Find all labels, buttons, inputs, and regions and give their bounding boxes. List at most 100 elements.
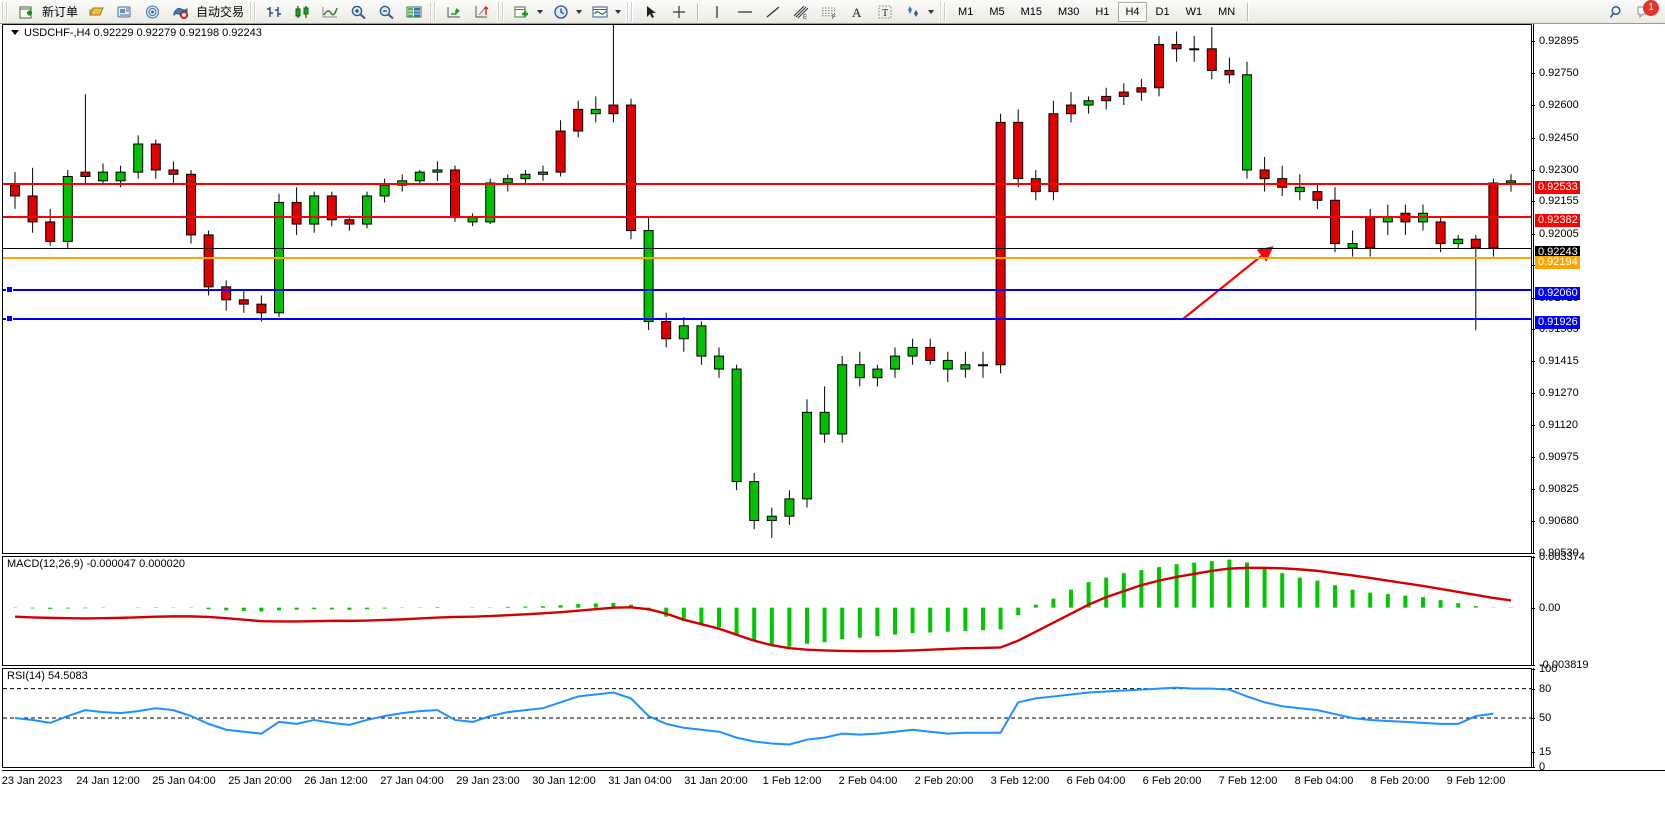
support-tag-2[interactable]: 0.91926 bbox=[1535, 316, 1580, 329]
rsi-series bbox=[3, 686, 1531, 746]
autotrading-label[interactable]: 自动交易 bbox=[196, 5, 245, 19]
line-chart-icon[interactable] bbox=[316, 0, 344, 24]
time-axis-label: 6 Feb 04:00 bbox=[1066, 775, 1126, 787]
time-axis-label: 25 Jan 20:00 bbox=[228, 775, 292, 787]
toolbar-separator-2 bbox=[1247, 2, 1250, 21]
time-axis-label: 3 Feb 12:00 bbox=[990, 775, 1050, 787]
shapes-dropdown-caret[interactable] bbox=[928, 9, 935, 14]
period-m30[interactable]: M30 bbox=[1058, 5, 1080, 18]
folder-icon[interactable] bbox=[82, 0, 110, 24]
rsi-axis[interactable]: 100 80 50 15 0 bbox=[1531, 664, 1665, 773]
time-axis-label: 6 Feb 20:00 bbox=[1142, 775, 1202, 787]
new-order-button[interactable] bbox=[12, 0, 40, 24]
search-icon[interactable] bbox=[1603, 0, 1631, 24]
shapes-icon[interactable] bbox=[899, 0, 927, 24]
vertical-line-icon[interactable] bbox=[703, 0, 731, 24]
periods-dropdown-caret[interactable] bbox=[576, 9, 583, 14]
period-w1[interactable]: W1 bbox=[1185, 5, 1203, 18]
chart-menu-arrow-icon bbox=[11, 29, 19, 35]
cursor-icon[interactable] bbox=[637, 0, 665, 24]
time-axis-label: 31 Jan 04:00 bbox=[608, 775, 672, 787]
bid-price-line bbox=[3, 248, 1531, 249]
support-line-1-handle[interactable] bbox=[6, 286, 13, 293]
resistance-tag-2[interactable]: 0.92382 bbox=[1535, 214, 1580, 227]
time-axis[interactable]: 23 Jan 2023 24 Jan 12:00 25 Jan 04:00 25 Ja… bbox=[2, 770, 1665, 794]
toolbar-grip-6[interactable] bbox=[939, 1, 948, 22]
time-axis-label: 2 Feb 04:00 bbox=[838, 775, 898, 787]
period-h1[interactable]: H1 bbox=[1095, 5, 1110, 18]
price-pane[interactable]: USDCHF-,H4 0.92229 0.92279 0.92198 0.922… bbox=[2, 24, 1532, 554]
time-axis-label: 9 Feb 12:00 bbox=[1446, 775, 1506, 787]
candlestick-series bbox=[10, 25, 1516, 538]
zoom-in-icon[interactable] bbox=[344, 0, 372, 24]
text-icon[interactable]: A bbox=[843, 0, 871, 24]
toolbar-separator-1 bbox=[697, 2, 700, 21]
period-d1[interactable]: D1 bbox=[1155, 5, 1170, 18]
templates-icon[interactable] bbox=[586, 0, 614, 24]
data-window-icon[interactable] bbox=[400, 0, 428, 24]
macd-series bbox=[13, 559, 1513, 653]
candlestick-chart-icon[interactable] bbox=[288, 0, 316, 24]
toolbar-grip-5[interactable] bbox=[626, 1, 635, 22]
time-axis-label: 29 Jan 23:00 bbox=[456, 775, 520, 787]
toolbar-grip-4[interactable] bbox=[497, 1, 506, 22]
auto-scroll-icon[interactable] bbox=[440, 0, 468, 24]
periods-icon[interactable] bbox=[547, 0, 575, 24]
crosshair-icon[interactable] bbox=[665, 0, 693, 24]
toolbar-grip-1[interactable] bbox=[1, 1, 9, 22]
period-m1[interactable]: M1 bbox=[958, 5, 974, 18]
time-axis-label: 7 Feb 12:00 bbox=[1218, 775, 1278, 787]
signal-icon[interactable] bbox=[138, 0, 166, 24]
horizontal-line-icon[interactable] bbox=[731, 0, 759, 24]
support-line-1[interactable] bbox=[3, 289, 1531, 291]
alerts-icon[interactable]: 1 bbox=[1631, 0, 1659, 24]
svg-text:F: F bbox=[832, 15, 836, 20]
pending-order-tag[interactable]: 0.92194 bbox=[1535, 256, 1580, 269]
news-icon[interactable] bbox=[110, 0, 138, 24]
toolbar-grip-3[interactable] bbox=[429, 1, 438, 22]
bid-price-tag[interactable]: 0.92243 bbox=[1535, 246, 1580, 259]
period-h4[interactable]: H4 bbox=[1118, 1, 1147, 22]
chart-shift-icon[interactable] bbox=[468, 0, 496, 24]
zoom-out-icon[interactable] bbox=[372, 0, 400, 24]
main-toolbar: 新订单 自动交易 bbox=[0, 0, 1665, 24]
price-axis[interactable]: 0.92895 0.92750 0.92600 0.92450 0.92300 0.921… bbox=[1531, 24, 1665, 559]
text-label-icon[interactable]: T bbox=[871, 0, 899, 24]
time-axis-label: 24 Jan 12:00 bbox=[76, 775, 140, 787]
macd-label: MACD(12,26,9) -0.000047 0.000020 bbox=[7, 558, 185, 570]
period-m5[interactable]: M5 bbox=[989, 5, 1005, 18]
toolbar-grip-2[interactable] bbox=[249, 1, 258, 22]
equidistant-channel-icon[interactable]: E bbox=[787, 0, 815, 24]
autotrading-icon[interactable] bbox=[166, 0, 194, 24]
templates-dropdown-caret[interactable] bbox=[615, 9, 622, 14]
bar-chart-icon[interactable] bbox=[260, 0, 288, 24]
support-line-2-handle[interactable] bbox=[6, 315, 13, 322]
indicators-dropdown-caret[interactable] bbox=[537, 9, 544, 14]
symbol-header: USDCHF-,H4 0.92229 0.92279 0.92198 0.922… bbox=[7, 27, 262, 39]
support-line-2[interactable] bbox=[3, 318, 1531, 320]
svg-text:E: E bbox=[803, 15, 807, 20]
fibonacci-icon[interactable]: F bbox=[815, 0, 843, 24]
rsi-pane[interactable]: RSI(14) 54.5083 bbox=[2, 668, 1532, 768]
time-axis-label: 8 Feb 04:00 bbox=[1294, 775, 1354, 787]
macd-axis[interactable]: 0.003374 0.00 -0.003819 bbox=[1531, 552, 1665, 671]
time-axis-label: 27 Jan 04:00 bbox=[380, 775, 444, 787]
resistance-line-2[interactable] bbox=[3, 216, 1531, 218]
new-order-label[interactable]: 新订单 bbox=[42, 5, 79, 19]
pending-order-line[interactable] bbox=[3, 257, 1531, 259]
trendline-icon[interactable] bbox=[759, 0, 787, 24]
period-mn[interactable]: MN bbox=[1218, 5, 1236, 18]
period-m15[interactable]: M15 bbox=[1020, 5, 1042, 18]
indicators-icon[interactable] bbox=[508, 0, 536, 24]
resistance-line-1[interactable] bbox=[3, 183, 1531, 185]
support-tag-1[interactable]: 0.92060 bbox=[1535, 287, 1580, 300]
svg-text:A: A bbox=[852, 5, 862, 20]
time-axis-label: 8 Feb 20:00 bbox=[1370, 775, 1430, 787]
time-axis-label: 30 Jan 12:00 bbox=[532, 775, 596, 787]
chart-area[interactable]: USDCHF-,H4 0.92229 0.92279 0.92198 0.922… bbox=[0, 24, 1665, 835]
macd-pane[interactable]: MACD(12,26,9) -0.000047 0.000020 bbox=[2, 556, 1532, 666]
resistance-tag-1[interactable]: 0.92533 bbox=[1535, 181, 1580, 194]
time-axis-label: 31 Jan 20:00 bbox=[684, 775, 748, 787]
rsi-label: RSI(14) 54.5083 bbox=[7, 670, 88, 682]
symbol-header-text: USDCHF-,H4 0.92229 0.92279 0.92198 0.922… bbox=[24, 27, 262, 39]
